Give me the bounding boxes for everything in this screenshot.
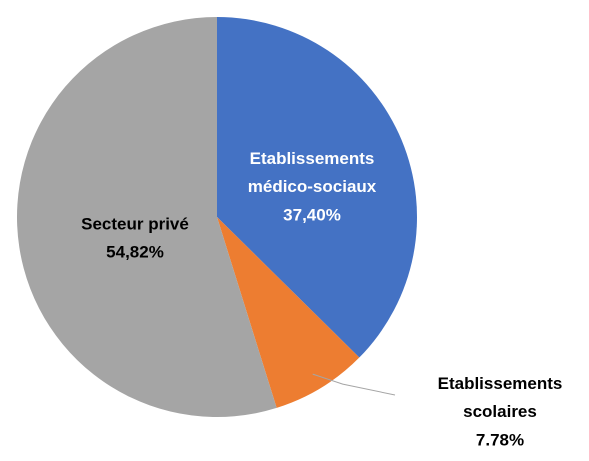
- slice-label: Secteur privé 54,82%: [81, 214, 189, 261]
- value-label: 7.78%: [476, 430, 524, 449]
- value-label: 37,40%: [283, 205, 341, 224]
- slice-label: Etablissements scolaires 7.78%: [312, 373, 563, 449]
- leader-line: [312, 373, 396, 396]
- pie-slice: [217, 17, 417, 358]
- category-label: Etablissements scolaires: [438, 374, 563, 421]
- pie-slice: [217, 217, 360, 408]
- pie-slice: [16, 17, 277, 418]
- slice-label: Etablissements médico-sociaux 37,40%: [248, 149, 377, 224]
- category-label: Secteur privé: [81, 214, 189, 233]
- category-label: Etablissements médico-sociaux: [248, 149, 377, 196]
- value-label: 54,82%: [106, 242, 164, 261]
